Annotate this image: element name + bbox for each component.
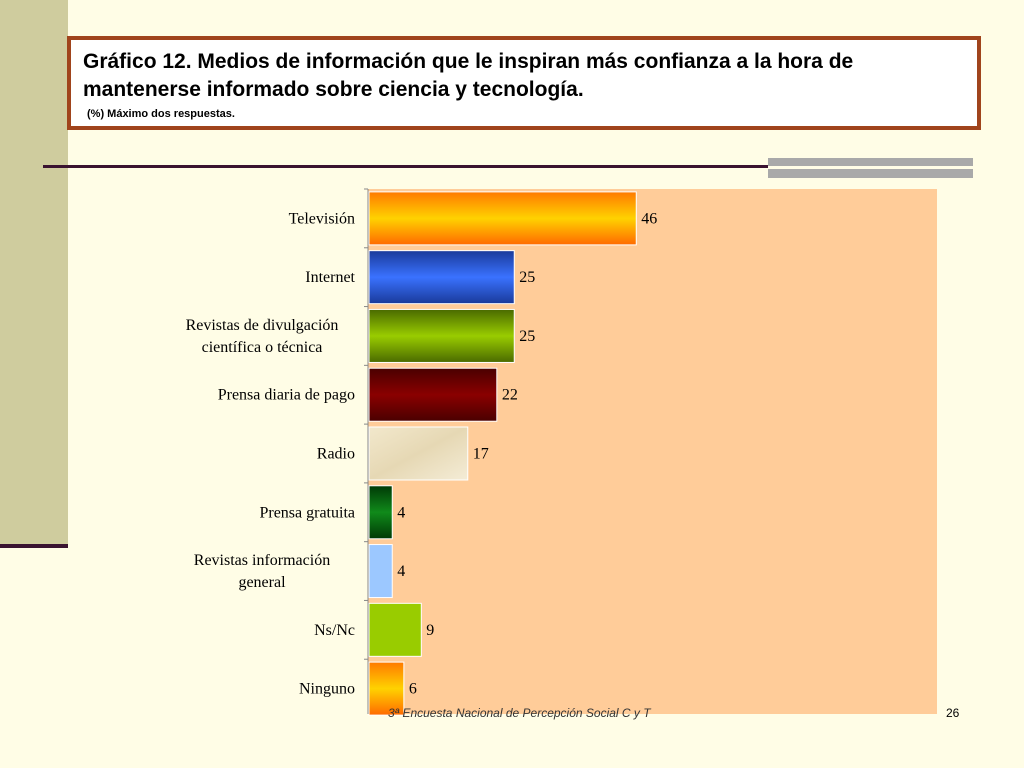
bar-3 (368, 367, 498, 422)
value-label-5: 4 (397, 504, 405, 521)
value-label-0: 46 (641, 210, 657, 227)
header-gray-bar (768, 158, 973, 178)
value-label-3: 22 (502, 387, 518, 404)
category-label-1: Internet (305, 269, 355, 286)
bar-5 (368, 485, 393, 540)
category-label-4: Radio (317, 446, 355, 463)
value-label-8: 6 (409, 681, 417, 698)
title-box: Gráfico 12. Medios de información que le… (67, 36, 981, 130)
value-label-6: 4 (397, 563, 405, 580)
page-number: 26 (946, 706, 960, 720)
category-label-5: Prensa gratuita (259, 504, 355, 521)
category-label-3: Prensa diaria de pago (218, 387, 355, 404)
slide-title: Gráfico 12. Medios de información que le… (83, 50, 854, 101)
footer-source: 3ª Encuesta Nacional de Percepción Socia… (388, 706, 651, 720)
bar-7 (368, 602, 422, 657)
category-label-7: Ns/Nc (314, 622, 355, 639)
category-label-2: Revistas de divulgación científica o técn… (186, 317, 339, 356)
bar-0 (368, 191, 637, 246)
slide-subtitle: (%) Máximo dos respuestas. (87, 108, 235, 120)
header-rule-line (43, 165, 973, 168)
category-label-8: Ninguno (299, 681, 355, 698)
category-label-0: Televisión (289, 210, 355, 227)
value-label-4: 17 (473, 446, 489, 463)
category-label-6: Revistas información general (194, 552, 330, 591)
bar-4 (368, 426, 469, 481)
value-label-1: 25 (519, 269, 535, 286)
value-label-2: 25 (519, 328, 535, 345)
value-label-7: 9 (426, 622, 434, 639)
bar-2 (368, 308, 515, 363)
left-decor-band (0, 0, 68, 545)
bar-1 (368, 250, 515, 305)
bar-8 (368, 661, 405, 716)
bar-6 (368, 544, 393, 599)
left-decor-line (0, 544, 68, 548)
